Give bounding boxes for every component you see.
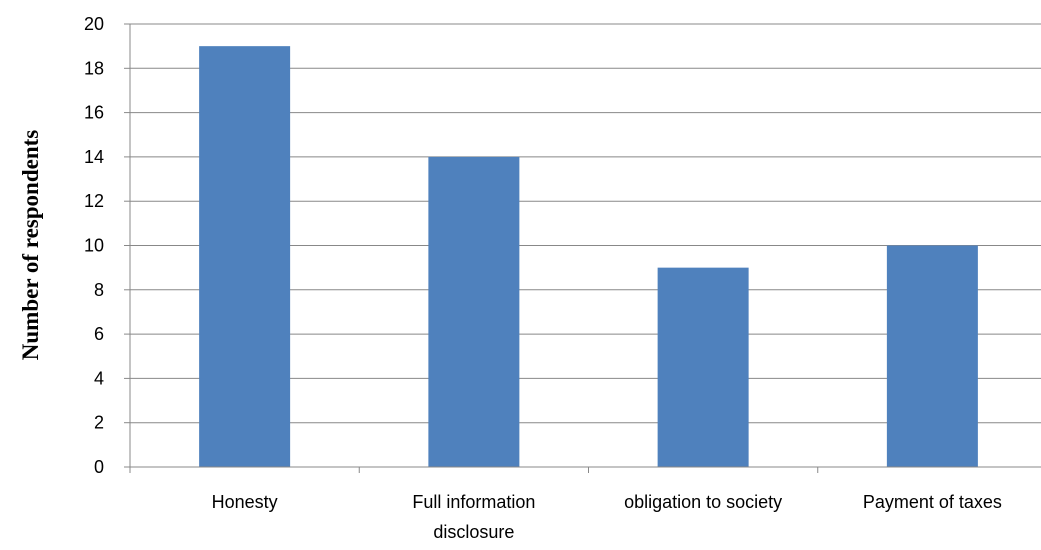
x-tick-label: obligation to society <box>624 492 782 512</box>
y-tick-label: 2 <box>94 413 104 433</box>
x-tick-label: disclosure <box>433 522 514 542</box>
y-tick-label: 20 <box>84 14 104 34</box>
x-tick-labels: Honesty Full information disclosure obligat… <box>212 492 1002 542</box>
x-tick-label: Full information <box>412 492 535 512</box>
y-tick-label: 6 <box>94 324 104 344</box>
y-tick-label: 8 <box>94 280 104 300</box>
bar <box>657 267 749 467</box>
y-axis-label: Number of respondents <box>18 130 43 360</box>
bar <box>428 156 520 467</box>
y-tick-label: 12 <box>84 191 104 211</box>
y-tick-label: 0 <box>94 457 104 477</box>
y-tick-label: 18 <box>84 58 104 78</box>
y-tick-label: 4 <box>94 368 104 388</box>
bar <box>886 245 978 467</box>
bars <box>199 46 978 468</box>
y-tick-label: 16 <box>84 103 104 123</box>
y-tick-label: 10 <box>84 236 104 256</box>
x-tick-label: Payment of taxes <box>863 492 1002 512</box>
y-tick-label: 14 <box>84 147 104 167</box>
axes <box>124 23 1041 473</box>
bar <box>199 46 291 468</box>
x-tick-label: Honesty <box>212 492 278 512</box>
y-tick-labels: 0 2 4 6 8 10 12 14 16 18 20 <box>84 14 104 477</box>
